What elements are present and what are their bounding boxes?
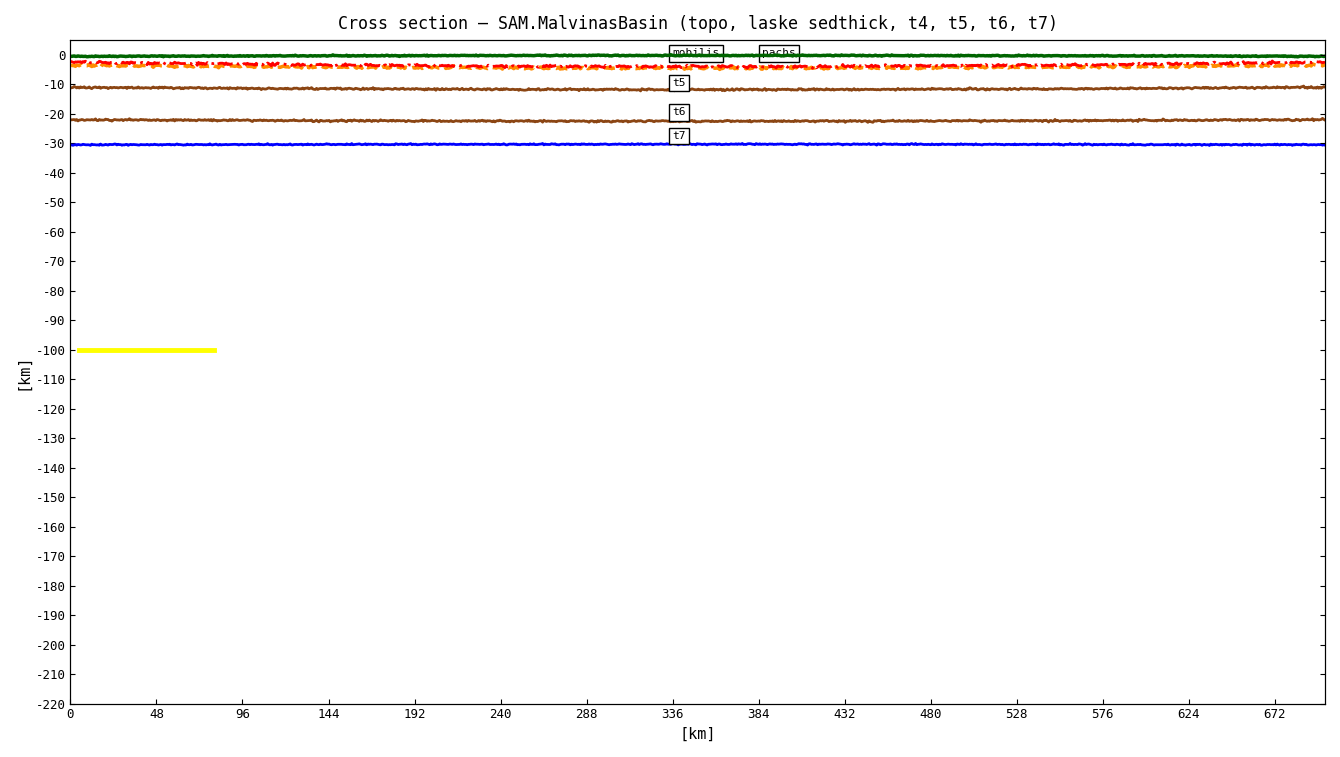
Text: mobilis: mobilis [673,48,720,58]
Text: t7: t7 [673,131,686,141]
Y-axis label: [km]: [km] [15,354,29,390]
Title: Cross section – SAM.MalvinasBasin (topo, laske sedthick, t4, t5, t6, t7): Cross section – SAM.MalvinasBasin (topo,… [338,15,1057,33]
Text: t5: t5 [673,78,686,88]
Text: t6: t6 [673,107,686,117]
X-axis label: [km]: [km] [679,727,716,742]
Text: pachs: pachs [762,48,796,58]
